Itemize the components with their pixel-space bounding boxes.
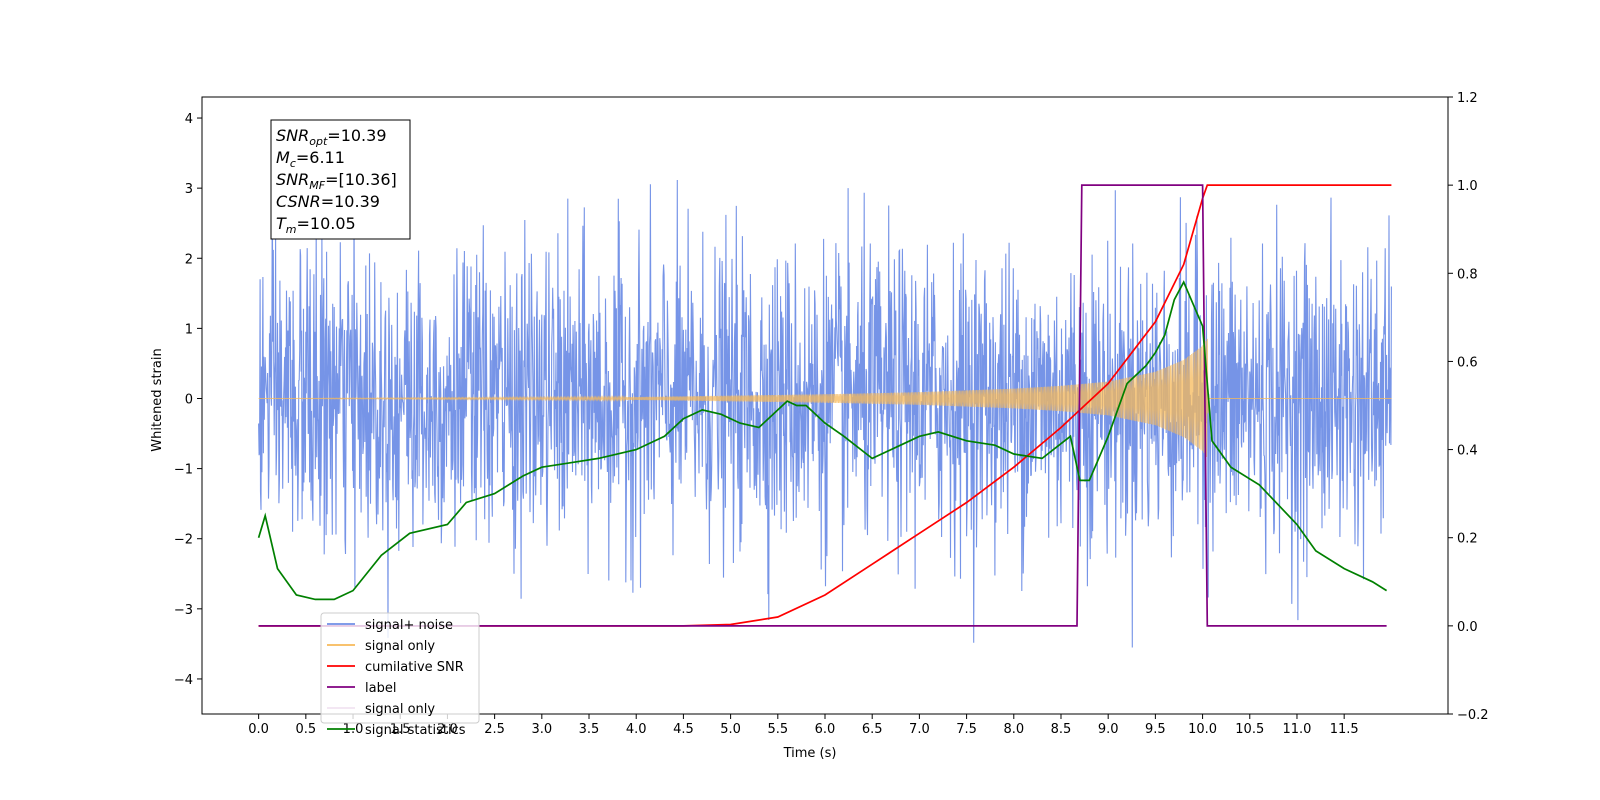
info-box: SNRopt=10.39Mc=6.11SNRMF=[10.36]CSNR=10.… [270, 119, 411, 240]
right-tick-label: 0.0 [1457, 620, 1478, 635]
right-tick-label: −0.2 [1457, 708, 1489, 723]
x-tick-label: 11.0 [1282, 722, 1311, 737]
y-axis-label: Whitened strain [150, 348, 165, 451]
right-tick-label: 0.4 [1457, 444, 1478, 459]
x-tick-label: 7.5 [956, 722, 977, 737]
left-tick-label: 0 [185, 392, 193, 407]
axes: 0.0 0.5 1.0 1.5 2.0 2.5 3.0 3.5 4.0 4.5 5.0 5.5 6.0 6… [174, 91, 1489, 737]
x-tick-label: 3.0 [531, 722, 552, 737]
x-axis-label: Time (s) [783, 746, 837, 761]
info-line: CSNR=10.39 [276, 192, 380, 211]
legend-label: signal statistics [365, 723, 466, 738]
x-tick-label: 1.5 [390, 722, 411, 737]
legend-label: cumilative SNR [365, 660, 464, 675]
left-tick-label: 2 [185, 252, 193, 267]
left-tick-label: −3 [174, 603, 193, 618]
plot-area [257, 179, 1392, 648]
right-tick-label: 0.6 [1457, 355, 1478, 370]
legend: signal+ noise signal only cumilative SNR la… [320, 612, 480, 738]
left-tick-label: 3 [185, 182, 193, 197]
legend-label: label [365, 681, 396, 696]
x-tick-label: 0.0 [248, 722, 269, 737]
series-label [258, 184, 1387, 627]
legend-frame [320, 612, 480, 724]
x-tick-label: 4.5 [673, 722, 694, 737]
legend-label: signal only [365, 639, 435, 654]
left-tick-label: 1 [185, 322, 193, 337]
left-tick-label: −4 [174, 673, 193, 688]
right-tick-label: 0.8 [1457, 267, 1478, 282]
x-tick-label: 8.5 [1051, 722, 1072, 737]
left-tick-label: 4 [185, 112, 193, 127]
x-tick-label: 7.0 [909, 722, 930, 737]
x-tick-label: 9.0 [1098, 722, 1119, 737]
right-tick-label: 1.0 [1457, 179, 1478, 194]
info-box-frame [270, 119, 411, 240]
x-tick-label: 6.5 [862, 722, 883, 737]
x-tick-label: 2.0 [437, 722, 458, 737]
x-tick-label: 10.5 [1235, 722, 1264, 737]
x-tick-label: 5.5 [767, 722, 788, 737]
x-tick-label: 3.5 [579, 722, 600, 737]
left-tick-label: −2 [174, 533, 193, 548]
series-cumilative-snr [258, 184, 1392, 627]
info-line: SNRopt=10.39 [276, 126, 387, 148]
series-signal-noise [258, 179, 1392, 648]
x-tick-label: 10.0 [1188, 722, 1217, 737]
legend-label: signal+ noise [365, 618, 453, 633]
x-tick-label: 8.0 [1003, 722, 1024, 737]
x-tick-label: 9.5 [1145, 722, 1166, 737]
x-tick-label: 5.0 [720, 722, 741, 737]
x-tick-label: 2.5 [484, 722, 505, 737]
left-tick-label: −1 [174, 463, 193, 478]
legend-label: signal only [365, 702, 435, 717]
info-line: Tm=10.05 [276, 214, 356, 236]
right-tick-label: 0.2 [1457, 532, 1478, 547]
x-tick-label: 4.0 [626, 722, 647, 737]
info-line: SNRMF=[10.36] [276, 170, 397, 192]
series-signal-only [258, 338, 1392, 458]
x-tick-label: 11.5 [1330, 722, 1359, 737]
x-tick-label: 6.0 [815, 722, 836, 737]
info-line: Mc=6.11 [276, 148, 345, 170]
x-tick-label: 0.5 [295, 722, 316, 737]
series-signal-statistics [257, 280, 1388, 601]
right-tick-label: 1.2 [1457, 91, 1478, 106]
